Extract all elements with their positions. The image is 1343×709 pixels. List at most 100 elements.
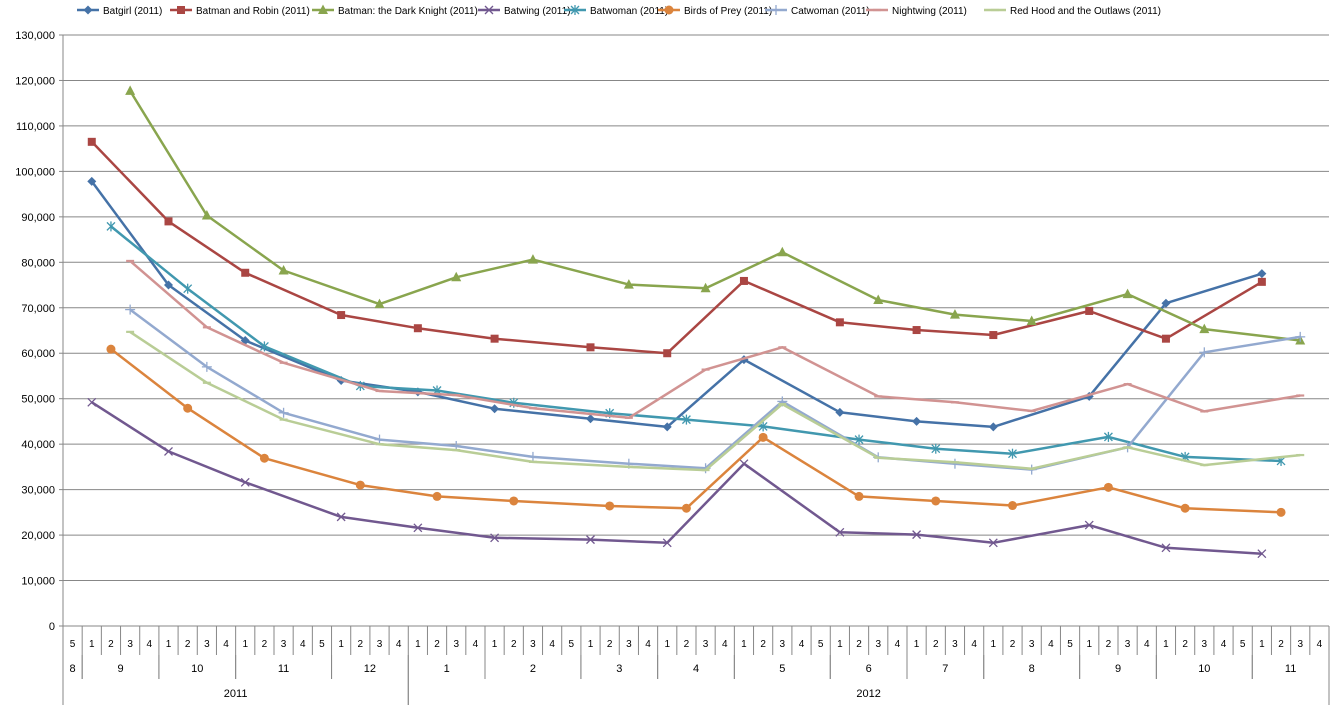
year-label: 2011: [224, 688, 248, 700]
legend-label: Birds of Prey (2011): [684, 6, 772, 17]
series-3: [87, 397, 1267, 559]
month-label: 12: [364, 663, 376, 675]
data-point: [201, 209, 212, 220]
month-label: 2: [530, 663, 536, 675]
month-label: 4: [693, 663, 699, 675]
series-6: [125, 304, 1306, 475]
month-label: 3: [616, 663, 622, 675]
data-point: [83, 5, 93, 15]
week-label: 2: [760, 639, 766, 650]
data-point: [355, 480, 365, 490]
week-label: 5: [319, 639, 325, 650]
y-tick-label: 120,000: [15, 75, 55, 87]
week-label: 3: [1125, 639, 1131, 650]
data-point: [1257, 277, 1266, 286]
week-label: 4: [549, 639, 555, 650]
week-label: 4: [473, 639, 479, 650]
week-label: 4: [1317, 639, 1323, 650]
data-point: [989, 331, 998, 340]
data-point: [240, 477, 250, 487]
week-label: 3: [377, 639, 383, 650]
series-2: [125, 85, 1306, 345]
y-tick-label: 100,000: [15, 166, 55, 178]
data-point: [1180, 503, 1190, 513]
week-label: 2: [684, 639, 690, 650]
y-tick-label: 110,000: [16, 121, 55, 133]
week-label: 2: [511, 639, 517, 650]
week-label: 4: [895, 639, 901, 650]
data-point: [1026, 315, 1037, 325]
data-point: [432, 491, 442, 501]
week-label: 2: [185, 639, 191, 650]
data-point: [125, 85, 136, 95]
week-label: 4: [396, 639, 402, 650]
data-point: [739, 459, 749, 469]
legend-item: Batman and Robin (2011): [170, 6, 310, 17]
month-label: 7: [942, 663, 948, 675]
data-point: [177, 6, 185, 14]
week-label: 1: [492, 639, 498, 650]
month-label: 1: [444, 663, 450, 675]
week-label: 4: [1221, 639, 1227, 650]
week-label: 1: [588, 639, 594, 650]
week-label: 3: [626, 639, 632, 650]
month-label: 11: [278, 663, 289, 675]
month-label: 8: [1029, 663, 1035, 675]
week-label: 4: [799, 639, 805, 650]
month-label: 10: [1198, 663, 1210, 675]
month-label: 11: [1285, 663, 1296, 675]
legend-item: Red Hood and the Outlaws (2011): [984, 6, 1161, 17]
data-point: [662, 422, 672, 432]
data-point: [739, 276, 748, 285]
week-label: 5: [569, 639, 575, 650]
week-label: 1: [991, 639, 997, 650]
data-point: [854, 491, 864, 501]
week-label: 1: [741, 639, 747, 650]
month-label: 8: [70, 663, 76, 675]
month-label: 9: [117, 663, 123, 675]
data-point: [278, 407, 289, 418]
data-point: [664, 5, 674, 15]
data-point: [1085, 306, 1094, 315]
week-label: 4: [722, 639, 728, 650]
week-label: 2: [358, 639, 364, 650]
series-1: [87, 137, 1266, 358]
week-label: 2: [856, 639, 862, 650]
week-label: 3: [453, 639, 459, 650]
week-label: 2: [1278, 639, 1284, 650]
series-line: [91, 401, 1262, 555]
week-label: 4: [645, 639, 651, 650]
data-point: [586, 535, 595, 545]
data-point: [1257, 549, 1267, 559]
data-point: [931, 443, 941, 454]
data-point: [1257, 269, 1267, 279]
data-point: [663, 349, 672, 358]
week-label: 2: [1010, 639, 1016, 650]
series-line: [129, 308, 1301, 471]
series-line: [90, 140, 1263, 355]
data-point: [125, 304, 136, 315]
series-8: [126, 330, 1305, 472]
legend-item: Batman: the Dark Knight (2011): [312, 4, 478, 17]
data-point: [662, 538, 672, 548]
month-label: 10: [191, 663, 203, 675]
data-point: [758, 432, 768, 442]
chart-legend: Batgirl (2011) Batman and Robin (2011) Bat…: [77, 4, 1161, 17]
data-point: [949, 309, 960, 319]
legend-item: Batgirl (2011): [77, 5, 162, 17]
week-label: 2: [108, 639, 114, 650]
week-label: 1: [415, 639, 421, 650]
data-point: [586, 414, 595, 424]
week-label: 1: [242, 639, 248, 650]
data-point: [873, 294, 884, 305]
series-4: [106, 221, 1286, 466]
data-point: [835, 527, 845, 537]
week-label: 1: [338, 639, 344, 650]
week-label: 2: [1106, 639, 1112, 650]
data-point: [1103, 431, 1113, 442]
data-point: [87, 137, 96, 146]
data-point: [164, 446, 173, 456]
data-point: [490, 334, 499, 343]
week-label: 5: [1067, 639, 1073, 650]
legend-label: Red Hood and the Outlaws (2011): [1010, 6, 1161, 17]
